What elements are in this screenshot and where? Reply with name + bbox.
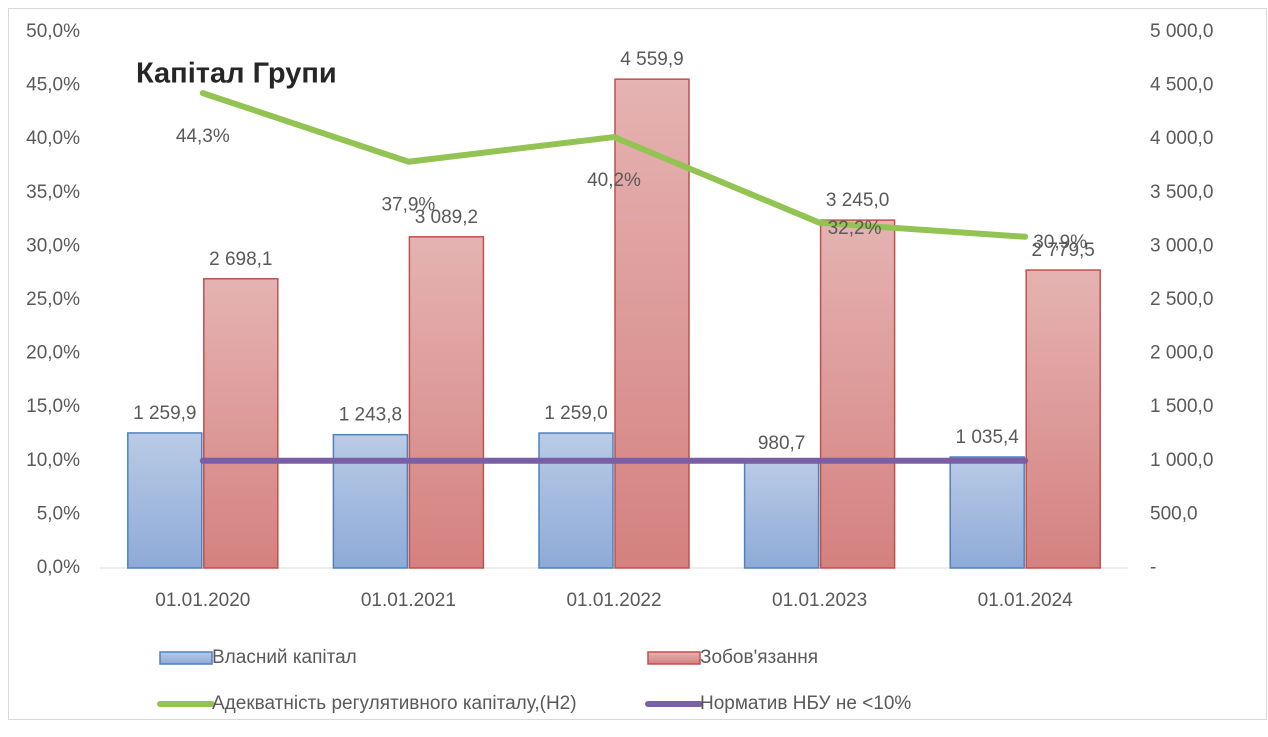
data-label: 1 259,9: [133, 403, 196, 424]
data-label: 32,2%: [828, 218, 882, 239]
data-label: 37,9%: [381, 195, 435, 216]
y2-tick-label: -: [1150, 557, 1156, 578]
data-label: 4 559,9: [620, 49, 683, 70]
y2-tick-label: 4 500,0: [1150, 75, 1213, 96]
y-tick-label: 10,0%: [26, 450, 80, 471]
bar: [203, 278, 279, 569]
bar: [819, 219, 896, 569]
legend-label: Власний капітал: [212, 647, 357, 668]
bar: [949, 456, 1025, 569]
legend-swatch: [159, 651, 213, 665]
y-tick-label: 40,0%: [26, 128, 80, 149]
y2-tick-label: 1 000,0: [1150, 450, 1213, 471]
y-tick-label: 15,0%: [26, 396, 80, 417]
chart-frame: [8, 8, 1267, 720]
legend-swatch: [647, 651, 701, 665]
y2-tick-label: 2 500,0: [1150, 289, 1213, 310]
y2-tick-label: 1 500,0: [1150, 396, 1213, 417]
y-tick-label: 35,0%: [26, 182, 80, 203]
data-label: 980,7: [758, 433, 806, 454]
y2-tick-label: 3 000,0: [1150, 235, 1213, 256]
data-label: 3 245,0: [826, 190, 889, 211]
x-tick-label: 01.01.2023: [772, 590, 867, 611]
legend-label: Адекватність регулятивного капіталу,(Н2): [212, 693, 577, 714]
data-label: 1 259,0: [544, 403, 607, 424]
chart-title: Капітал Групи: [136, 58, 337, 90]
y2-tick-label: 4 000,0: [1150, 128, 1213, 149]
y2-tick-label: 2 000,0: [1150, 343, 1213, 364]
y-tick-label: 25,0%: [26, 289, 80, 310]
data-label: 30,9%: [1033, 232, 1087, 253]
data-label: 1 243,8: [339, 405, 402, 426]
x-tick-label: 01.01.2020: [155, 590, 250, 611]
bar: [743, 462, 820, 569]
y2-tick-label: 5 000,0: [1150, 21, 1213, 42]
y-tick-label: 45,0%: [26, 75, 80, 96]
y-tick-label: 30,0%: [26, 235, 80, 256]
x-tick-label: 01.01.2022: [566, 590, 661, 611]
data-label: 44,3%: [176, 126, 230, 147]
bar: [1025, 269, 1101, 569]
legend-label: Зобов'язання: [700, 647, 818, 668]
y2-tick-label: 3 500,0: [1150, 182, 1213, 203]
bar: [332, 433, 409, 569]
bar: [127, 432, 203, 569]
y-tick-label: 0,0%: [37, 557, 80, 578]
data-label: 2 779,5: [1031, 240, 1094, 261]
x-tick-label: 01.01.2024: [978, 590, 1074, 611]
data-label: 1 035,4: [955, 427, 1019, 448]
y2-tick-label: 500,0: [1150, 503, 1198, 524]
y-tick-label: 5,0%: [37, 503, 80, 524]
y-tick-label: 20,0%: [26, 343, 80, 364]
bar: [538, 432, 614, 569]
data-label: 2 698,1: [209, 249, 272, 270]
data-label: 40,2%: [587, 170, 641, 191]
bar: [408, 236, 485, 569]
data-label: 3 089,2: [415, 207, 478, 228]
x-tick-label: 01.01.2021: [361, 590, 456, 611]
legend-label: Норматив НБУ не <10%: [700, 693, 911, 714]
y-tick-label: 50,0%: [26, 21, 80, 42]
line: [199, 90, 1029, 240]
